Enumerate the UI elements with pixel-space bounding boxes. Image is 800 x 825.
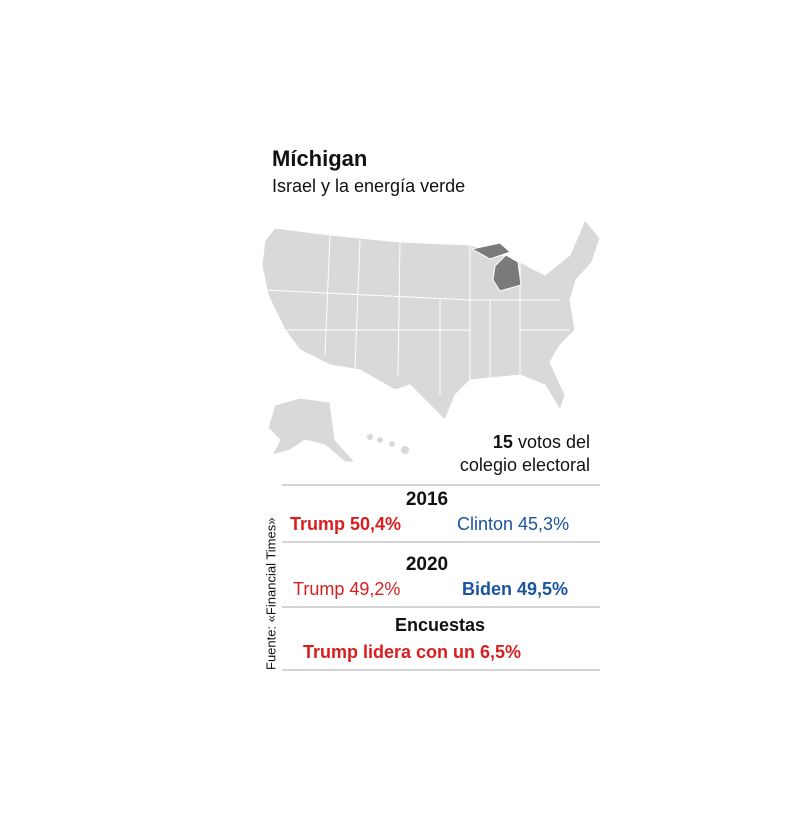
subtitle: Israel y la energía verde	[272, 176, 465, 196]
republican-result: Trump 49,2%	[293, 579, 400, 599]
title: Míchigan	[272, 146, 367, 171]
republican-result: Trump 50,4%	[290, 514, 401, 534]
polls-text: Trump lidera con un 6,5%	[303, 642, 521, 662]
democrat-result: Biden 49,5%	[462, 579, 568, 599]
polls-title: Encuestas	[395, 615, 485, 635]
us-map	[261, 219, 601, 463]
year: 2016	[406, 489, 448, 510]
year: 2020	[406, 554, 448, 575]
votes-text: votos del	[518, 432, 590, 452]
votes-number: 15	[493, 432, 513, 452]
democrat-result: Clinton 45,3%	[457, 514, 569, 534]
votes-line2: colegio electoral	[460, 455, 590, 475]
source: Fuente: «Financial Times»	[263, 518, 278, 670]
votes-line1: 15 votos del	[493, 432, 590, 452]
